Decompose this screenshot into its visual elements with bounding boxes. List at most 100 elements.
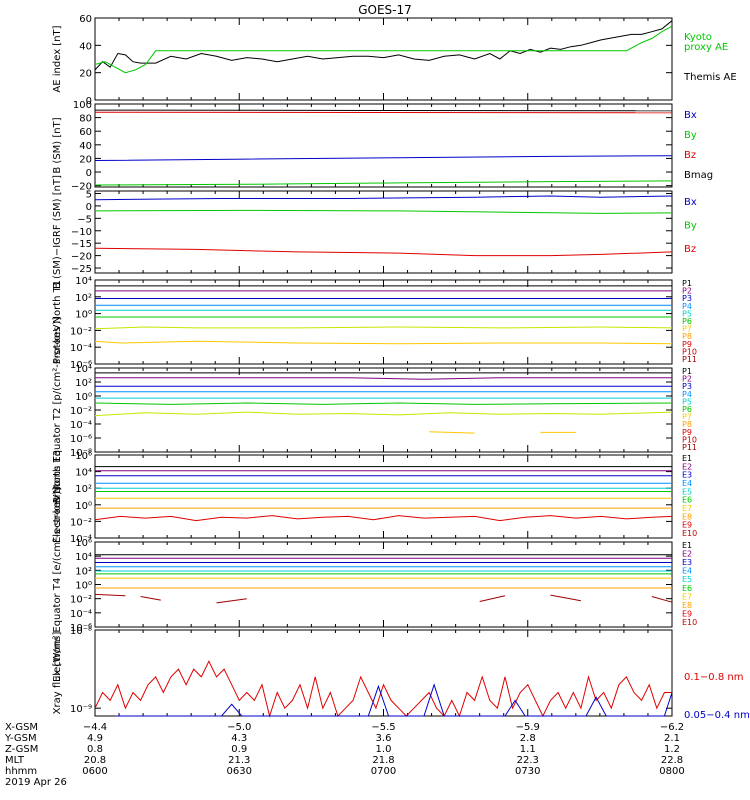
ephemeris-value: 0.8 (87, 744, 103, 755)
series-line-0-05-0-4-nm (115, 683, 673, 717)
y-axis-label: B (SM) [nT] (52, 117, 63, 173)
y-axis-label: Protons Equator T2 [p/(cm²-s-sr-keV)] (52, 317, 63, 504)
legend-label: E10 (682, 529, 697, 538)
ephemeris-value: 2.8 (520, 733, 536, 744)
legend-label: E3 (682, 558, 692, 567)
ephemeris-row-label: Y-GSM (4, 733, 37, 744)
ephemeris-row-label: X-GSM (5, 722, 38, 733)
legend-label: E2 (682, 462, 692, 471)
y-tick-label: 10⁴ (75, 276, 92, 287)
y-tick-label: −5 (77, 214, 92, 225)
y-axis-label: B (SM)−IGRF (SM) [nT] (52, 175, 63, 289)
legend-label: Themis AE (683, 72, 737, 83)
legend-label: E4 (682, 479, 692, 488)
y-tick-label: 10⁻⁶ (70, 434, 92, 445)
y-axis-label: Protons North T1 (52, 280, 63, 364)
panel-bsm: −20 0 20 40 60 80 100 B (SM) [nT] Bx By Bz Bmag (52, 100, 713, 193)
y-tick-label: 10⁶ (75, 451, 92, 462)
ephemeris-value: 0630 (227, 766, 252, 777)
y-tick-label: 10² (75, 293, 92, 304)
y-tick-label: 5 (86, 189, 92, 200)
series-line-bx (94, 195, 673, 201)
ephemeris-row-label: 2019 Apr 26 (5, 777, 67, 788)
series-line-p7 (94, 326, 673, 330)
y-tick-label: 60 (79, 14, 92, 25)
y-tick-label: 10⁻⁴ (70, 609, 92, 620)
series-line-e9f (651, 596, 673, 603)
y-tick-label: 10⁴ (75, 364, 92, 375)
y-tick-label: 10⁴ (75, 468, 92, 479)
y-tick-label: 10² (75, 378, 92, 389)
legend-label: P6 (682, 317, 692, 326)
panel-frame (94, 367, 673, 453)
y-tick-label: 10⁶ (75, 538, 92, 549)
series-line-p6 (94, 402, 673, 405)
series-line-p8 (429, 431, 475, 434)
panel-frame (94, 629, 673, 717)
series-line-themis-ae (94, 20, 673, 71)
y-tick-label: 10² (75, 484, 92, 495)
legend-label: P4 (682, 390, 692, 399)
y-axis-label: Electrons Equator T4 [e/(cm²-s-sr-keV)] (52, 487, 63, 682)
y-tick-label: 60 (79, 127, 92, 138)
panel-frame (94, 190, 673, 274)
legend-label: proxy AE (684, 42, 728, 53)
legend-label: P8 (682, 420, 692, 429)
legend-label: E5 (682, 487, 692, 496)
ephemeris-value: −5.9 (516, 722, 540, 733)
series-line-e9d (479, 595, 506, 602)
legend-label: Bx (684, 197, 697, 208)
series-line-bz (94, 247, 673, 257)
legend-label: P7 (682, 413, 692, 422)
series-line-e9c (216, 598, 247, 604)
legend-label: P9 (682, 428, 692, 437)
legend-label: P8 (682, 332, 692, 341)
series-line-e9 (94, 515, 673, 522)
ephemeris-value: 1.2 (664, 744, 680, 755)
ephemeris-row-label: hhmm (5, 766, 37, 777)
legend-label: E1 (682, 454, 692, 463)
y-tick-label: 10⁻² (70, 595, 92, 606)
legend-label: E5 (682, 575, 692, 584)
ephemeris-value: 0600 (82, 766, 107, 777)
y-tick-label: 40 (79, 41, 92, 52)
y-tick-label: 10⁻² (70, 326, 92, 337)
y-tick-label: −15 (71, 239, 92, 250)
y-tick-label: 0 (86, 168, 92, 179)
legend-label: E7 (682, 592, 692, 601)
legend-label: Bz (684, 150, 696, 161)
legend-label: P1 (682, 279, 692, 288)
ephemeris-value: 21.8 (372, 755, 394, 766)
legend-label: By (684, 130, 697, 141)
legend-label: P1 (682, 367, 692, 376)
legend-label: P2 (682, 287, 692, 296)
ephemeris-value: 1.0 (376, 744, 392, 755)
legend-label: P6 (682, 405, 692, 414)
legend-label: 0.05−0.4 nm (684, 710, 750, 721)
series-line-p2 (95, 377, 672, 380)
panel-frame (94, 17, 673, 101)
legend-label: E8 (682, 512, 692, 521)
legend-label: Bx (684, 110, 697, 121)
ephemeris-value: 22.3 (517, 755, 539, 766)
series-line-e9b (140, 596, 161, 601)
y-tick-label: 10⁻⁶ (70, 360, 92, 371)
y-tick-label: 20 (79, 154, 92, 165)
legend-label: E9 (682, 609, 692, 618)
legend-label: 0.1−0.8 nm (684, 672, 743, 683)
ephemeris-value: 0700 (371, 766, 396, 777)
series-line-e9a (94, 593, 126, 597)
y-tick-label: 10⁻² (70, 517, 92, 528)
ephemeris-value: 2.1 (664, 733, 680, 744)
y-tick-label: 10⁰ (75, 392, 92, 403)
y-tick-label: 20 (79, 69, 92, 80)
y-tick-label: 0 (86, 202, 92, 213)
ephemeris-value: 3.6 (376, 733, 392, 744)
ephemeris-value: 21.3 (228, 755, 250, 766)
ephemeris-value: 4.3 (231, 733, 247, 744)
ephemeris-value: 0730 (515, 766, 540, 777)
series-line-bx (94, 155, 673, 161)
